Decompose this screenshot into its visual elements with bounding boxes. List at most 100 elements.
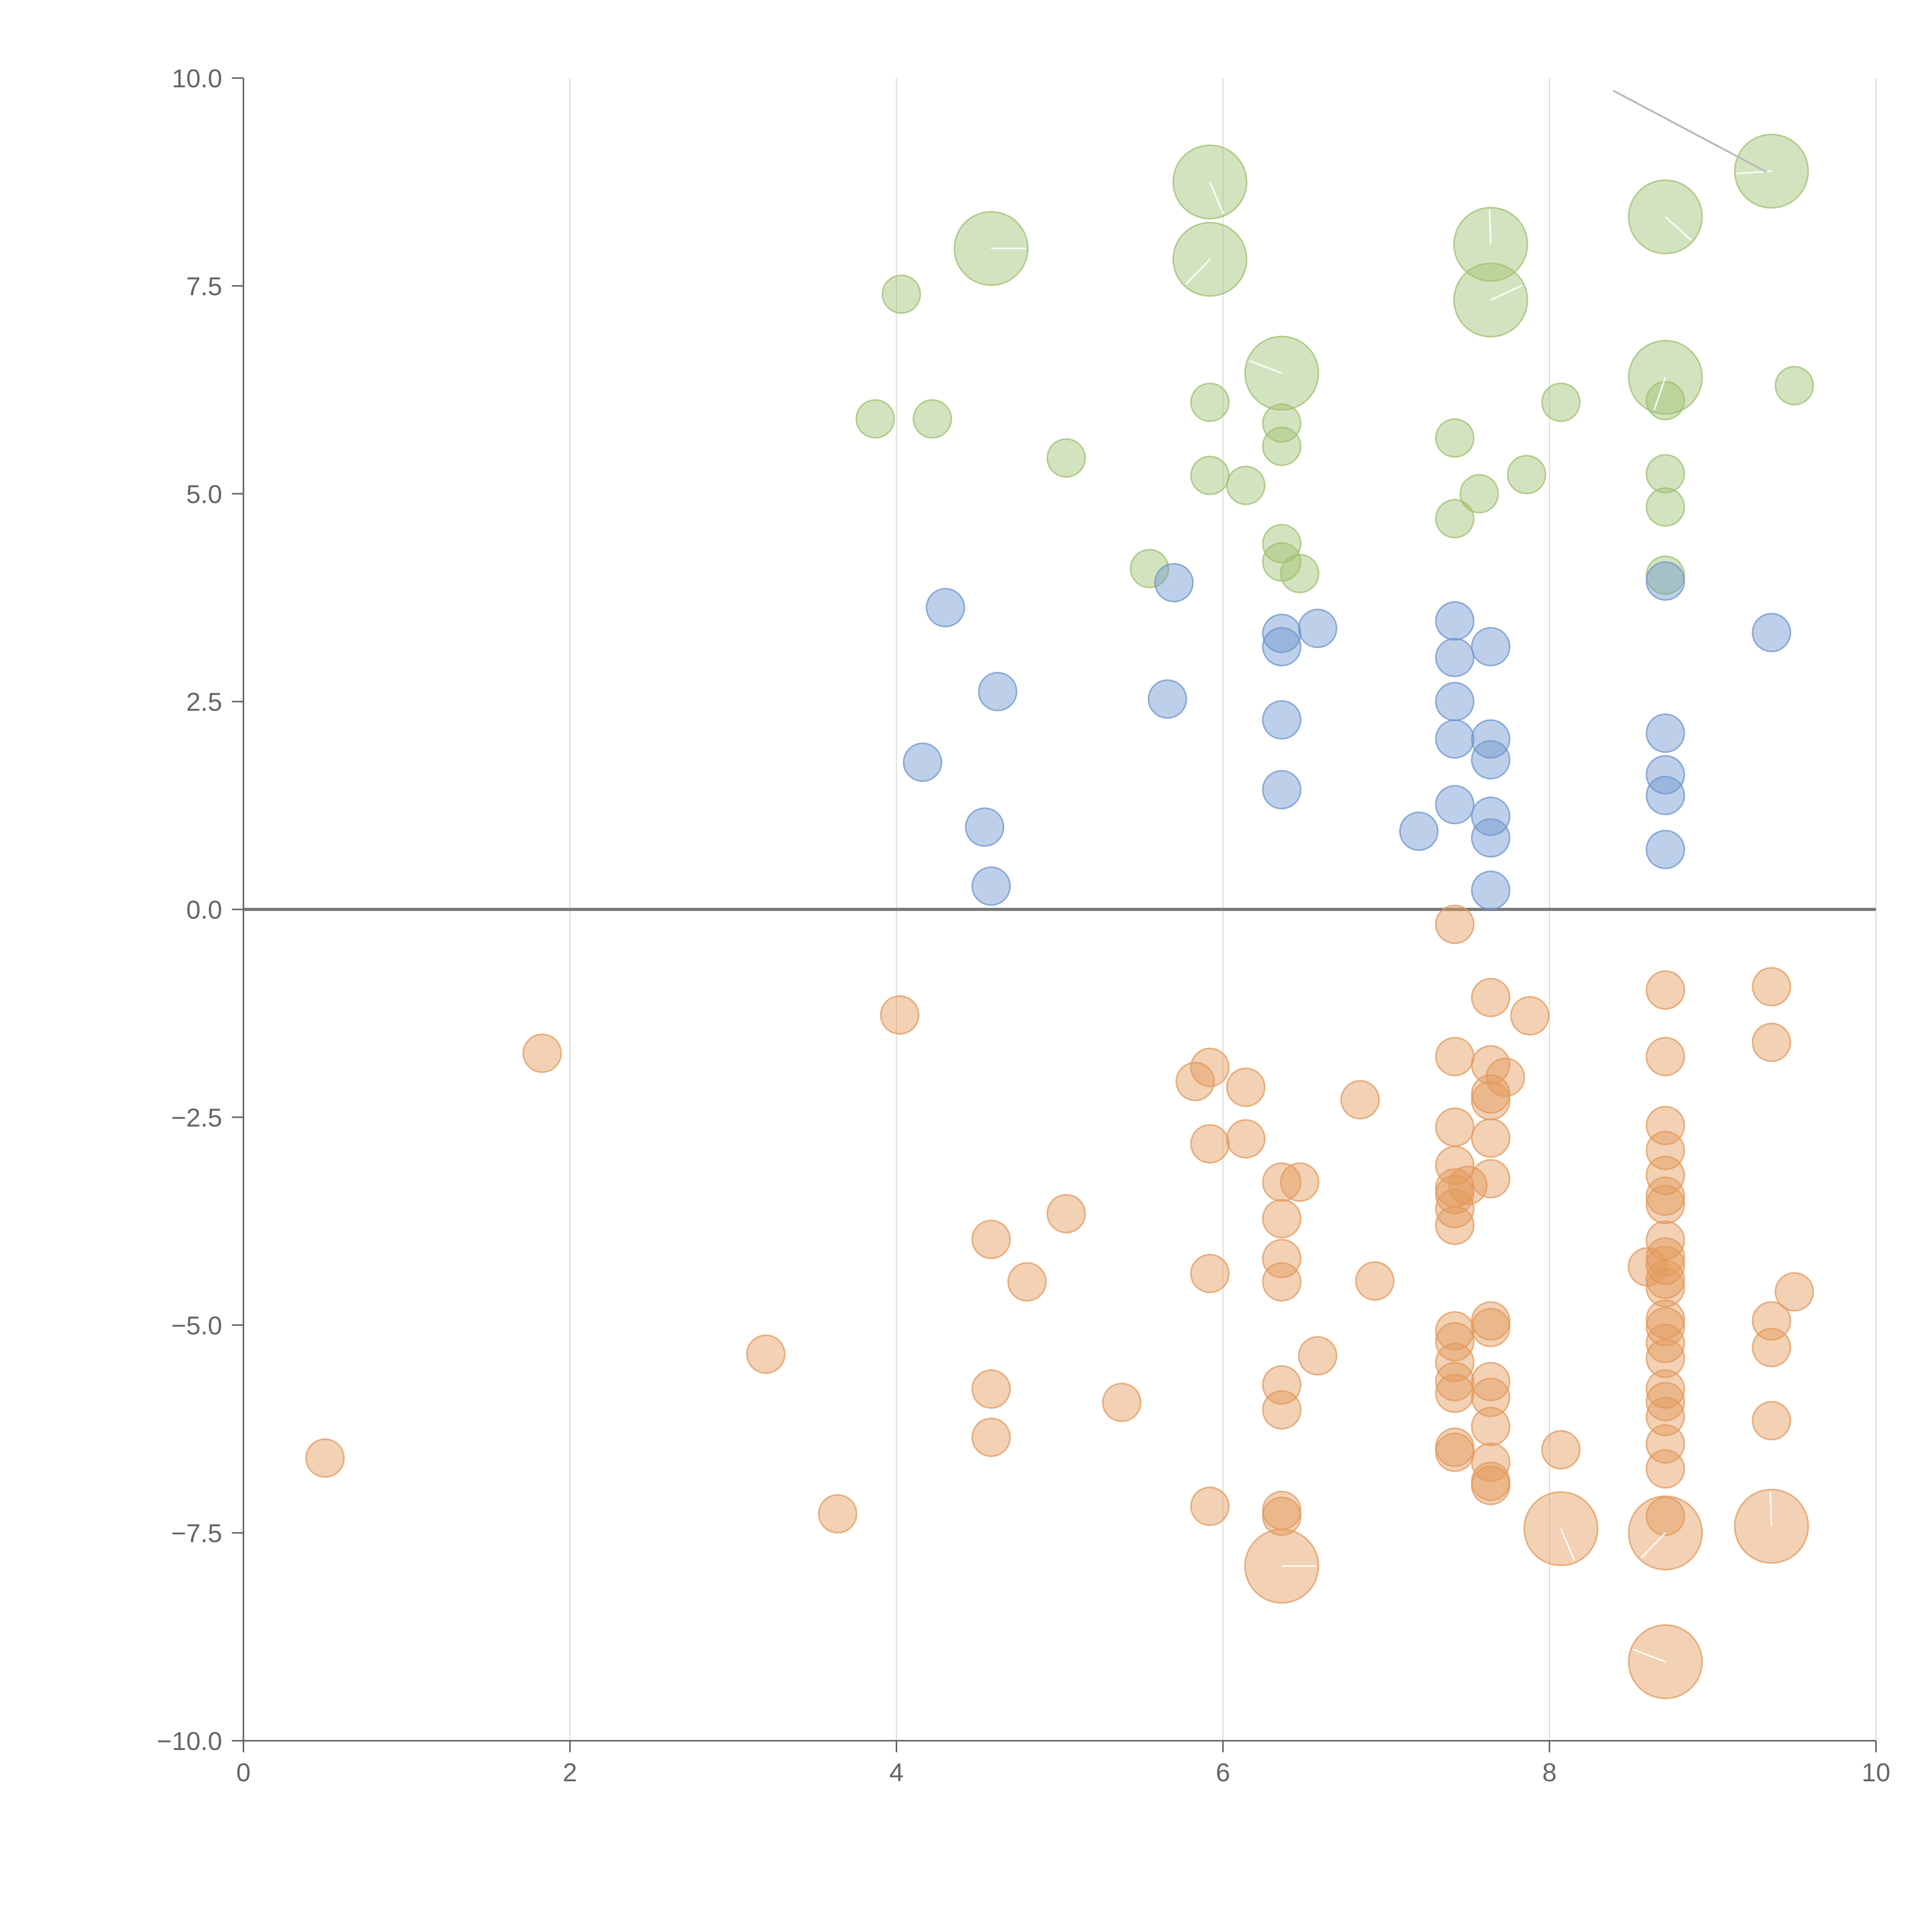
label-leader-line (1633, 1648, 1666, 1663)
orange-bubble (1471, 1406, 1510, 1446)
y-tick-label: 2.5 (186, 688, 222, 717)
green-bubble (1507, 455, 1546, 495)
green-bubble (1190, 383, 1230, 422)
orange-bubble (1435, 1146, 1475, 1185)
orange-bubble (1471, 1159, 1510, 1199)
orange-bubble (1190, 1048, 1230, 1087)
orange-bubble (746, 1334, 786, 1374)
orange-bubble (971, 1219, 1011, 1259)
blue-bubble (903, 742, 942, 782)
x-axis-ticks: 0 2 4 6 8 10 (236, 1741, 1890, 1787)
label-leader-line (1769, 1491, 1772, 1526)
blue-bubble (1435, 682, 1475, 721)
blue-bubble (925, 588, 965, 628)
y-tick-label: −7.5 (171, 1519, 222, 1548)
green-bubble (855, 399, 895, 439)
orange-bubble (1752, 967, 1791, 1007)
green-bubble (1226, 466, 1266, 505)
blue-bubble (1645, 755, 1685, 794)
orange-bubble (305, 1438, 345, 1478)
green-bubble (1129, 549, 1169, 588)
label-leader-line (1185, 259, 1211, 285)
orange-bubble (1752, 1022, 1791, 1062)
orange-bubble (1262, 1365, 1302, 1405)
y-tick-label: −2.5 (171, 1103, 222, 1132)
blue-bubble (1471, 627, 1510, 667)
orange-bubble (1752, 1401, 1791, 1440)
orange-bubble (1190, 1124, 1230, 1164)
orange-bubble (1262, 1162, 1302, 1202)
blue-bubble (1471, 740, 1510, 780)
green-bubble (1645, 487, 1685, 527)
orange-bubble (1645, 1268, 1685, 1308)
orange-bubble (1190, 1486, 1230, 1526)
blue-bubble (1752, 613, 1791, 653)
y-axis-ticks: 10.0 7.5 5.0 2.5 0.0 −2.5 −5.0 −7.5 −10.0 (156, 64, 243, 1756)
label-leader-line (1490, 284, 1523, 301)
orange-bubble (880, 995, 920, 1035)
blue-bubble (1471, 796, 1510, 836)
label-leader-line (1665, 216, 1692, 241)
orange-bubble (1280, 1162, 1320, 1202)
label-leader-line (1488, 209, 1492, 245)
orange-bubble (1645, 1323, 1685, 1363)
orange-bubble (1262, 1497, 1302, 1536)
y-tick-label: 0.0 (186, 896, 222, 925)
orange-bubble (1355, 1261, 1395, 1301)
green-bubble (1645, 381, 1685, 420)
x-tick-label: 10 (1862, 1758, 1891, 1787)
orange-bubble (1645, 1382, 1685, 1422)
orange-bubble (1752, 1328, 1791, 1367)
orange-bubble (1645, 1245, 1685, 1285)
orange-bubble (1471, 978, 1510, 1017)
orange-bubble (1645, 1105, 1685, 1145)
orange-bubble (1645, 1237, 1685, 1277)
y-tick-label: −10.0 (156, 1727, 222, 1756)
blue-bubble (1262, 770, 1302, 810)
green-bubble (1541, 383, 1581, 422)
blue-bubble (1435, 601, 1475, 641)
x-tick-label: 8 (1542, 1758, 1556, 1787)
orange-bubble (1448, 1165, 1488, 1205)
orange-bubble (1007, 1262, 1047, 1302)
blue-bubble (1645, 561, 1685, 601)
orange-bubble (1541, 1430, 1581, 1469)
green-bubble (1459, 474, 1499, 514)
orange-bubble (1435, 1362, 1475, 1401)
blue-bubble (978, 672, 1017, 711)
y-tick-label: 5.0 (186, 480, 222, 509)
blue-bubble (971, 866, 1011, 906)
blue-bubble (1435, 638, 1475, 677)
orange-bubble (1645, 970, 1685, 1010)
orange-bubble (1510, 996, 1550, 1036)
blue-bubble (1645, 713, 1685, 753)
orange-bubble (818, 1494, 857, 1534)
blue-bubble (1645, 830, 1685, 869)
green-bubble (1046, 438, 1086, 478)
green-bubble (1262, 427, 1302, 466)
orange-bubble (1298, 1336, 1338, 1376)
orange-bubble (1645, 1037, 1685, 1077)
bubble-layer (305, 133, 1814, 1699)
blue-bubble (1154, 563, 1194, 602)
orange-bubble (1645, 1396, 1685, 1436)
orange-bubble (1102, 1383, 1142, 1422)
orange-bubble (1435, 1037, 1475, 1077)
blue-bubble (1148, 679, 1187, 719)
orange-bubble (1435, 1206, 1475, 1245)
orange-bubble (971, 1417, 1011, 1457)
orange-bubble (1471, 1308, 1510, 1347)
orange-bubble (1262, 1262, 1302, 1302)
orange-bubble (1645, 1131, 1685, 1170)
green-bubble (1435, 418, 1475, 458)
orange-bubble (1340, 1080, 1380, 1120)
label-leader-line (1653, 377, 1666, 411)
green-bubble (1645, 454, 1685, 494)
orange-bubble (1645, 1497, 1685, 1536)
orange-bubble (1435, 1322, 1475, 1362)
blue-bubble (1262, 627, 1302, 667)
orange-bubble (522, 1033, 562, 1073)
blue-bubble (1435, 785, 1475, 825)
label-leader-line (1641, 1532, 1666, 1559)
